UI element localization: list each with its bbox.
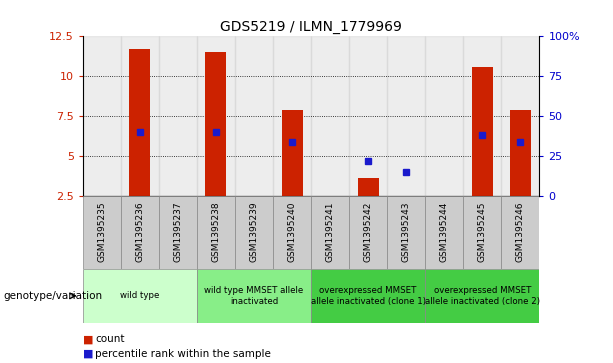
Text: count: count (95, 334, 124, 344)
Bar (463, 36, 501, 196)
Text: GSM1395236: GSM1395236 (135, 202, 144, 262)
Text: percentile rank within the sample: percentile rank within the sample (95, 349, 271, 359)
Bar (425, 36, 463, 196)
Text: GSM1395246: GSM1395246 (516, 202, 525, 262)
Text: ■: ■ (83, 349, 93, 359)
Bar (311, 269, 425, 323)
Text: GSM1395242: GSM1395242 (364, 202, 373, 262)
Bar (281, 110, 303, 196)
Bar (235, 36, 273, 196)
Bar (501, 36, 539, 196)
Bar (205, 52, 226, 196)
Text: GSM1395243: GSM1395243 (402, 202, 411, 262)
Bar (387, 36, 425, 196)
Bar (273, 36, 311, 196)
Bar (159, 196, 197, 269)
Text: GSM1395240: GSM1395240 (287, 202, 297, 262)
Bar (83, 36, 121, 196)
Text: GSM1395239: GSM1395239 (249, 202, 259, 262)
Text: GSM1395241: GSM1395241 (326, 202, 335, 262)
Bar (197, 269, 311, 323)
Text: GSM1395245: GSM1395245 (478, 202, 487, 262)
Bar (349, 36, 387, 196)
Bar (349, 196, 387, 269)
Bar (387, 196, 425, 269)
Text: GSM1395238: GSM1395238 (211, 202, 221, 262)
Bar (273, 196, 311, 269)
Bar (425, 269, 539, 323)
Text: GSM1395235: GSM1395235 (97, 202, 106, 262)
Bar (501, 196, 539, 269)
Bar (463, 196, 501, 269)
Bar (83, 196, 121, 269)
Bar (197, 36, 235, 196)
Bar (510, 110, 531, 196)
Text: ■: ■ (83, 334, 93, 344)
Text: GSM1395237: GSM1395237 (173, 202, 183, 262)
Bar (235, 196, 273, 269)
Bar (121, 196, 159, 269)
Bar (83, 269, 197, 323)
Text: wild type MMSET allele
inactivated: wild type MMSET allele inactivated (204, 286, 303, 306)
Text: overexpressed MMSET
allele inactivated (clone 2): overexpressed MMSET allele inactivated (… (425, 286, 540, 306)
Text: GSM1395244: GSM1395244 (440, 202, 449, 262)
Bar (358, 179, 379, 196)
Title: GDS5219 / ILMN_1779969: GDS5219 / ILMN_1779969 (220, 20, 402, 34)
Bar (197, 196, 235, 269)
Bar (472, 67, 493, 196)
Bar (129, 49, 150, 196)
Bar (425, 196, 463, 269)
Bar (159, 36, 197, 196)
Text: wild type: wild type (120, 291, 159, 300)
Text: overexpressed MMSET
allele inactivated (clone 1): overexpressed MMSET allele inactivated (… (311, 286, 425, 306)
Bar (311, 36, 349, 196)
Bar (121, 36, 159, 196)
Bar (311, 196, 349, 269)
Text: genotype/variation: genotype/variation (3, 291, 102, 301)
